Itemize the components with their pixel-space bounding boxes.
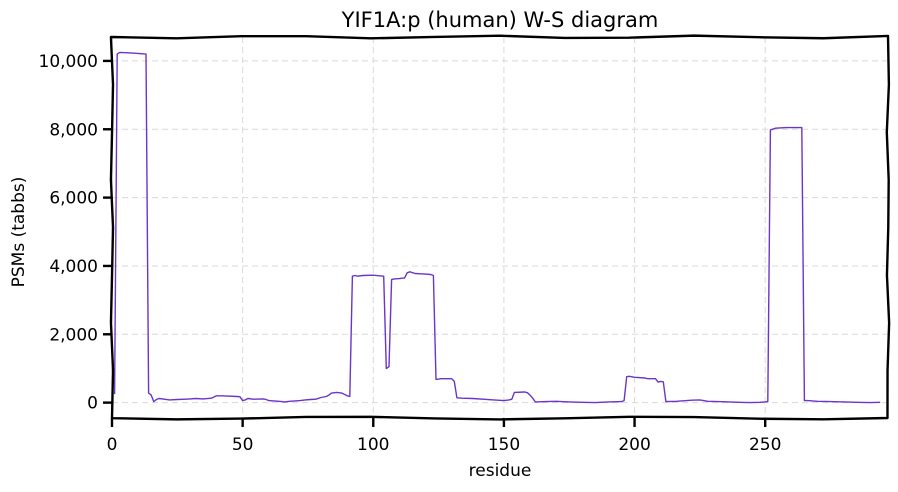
- x-axis-label: residue: [469, 461, 532, 481]
- y-tick-label: 8,000: [49, 120, 98, 140]
- y-axis-label: PSMs (tabbs): [9, 177, 29, 288]
- x-tick-label: 0: [107, 435, 118, 455]
- x-tick-label: 150: [488, 435, 520, 455]
- x-axis-ticks: 0 50 100 150 200 250: [107, 418, 781, 455]
- y-tick-label: 10,000: [39, 52, 98, 72]
- grid-lines: [111, 37, 888, 418]
- y-tick-label: 0: [87, 394, 98, 414]
- y-tick-label: 6,000: [49, 189, 98, 209]
- x-tick-label: 250: [749, 435, 781, 455]
- y-tick-label: 4,000: [49, 257, 98, 277]
- plot-frame: [109, 34, 891, 421]
- x-tick-label: 50: [232, 435, 254, 455]
- x-tick-label: 200: [618, 435, 650, 455]
- y-axis-ticks: 0 2,000 4,000 6,000 8,000 10,000: [39, 52, 112, 414]
- series-layer: [113, 51, 881, 404]
- series-line-psms: [113, 51, 881, 404]
- x-tick-label: 100: [357, 435, 389, 455]
- y-tick-label: 2,000: [49, 325, 98, 345]
- chart-title: YIF1A:p (human) W-S diagram: [341, 8, 659, 32]
